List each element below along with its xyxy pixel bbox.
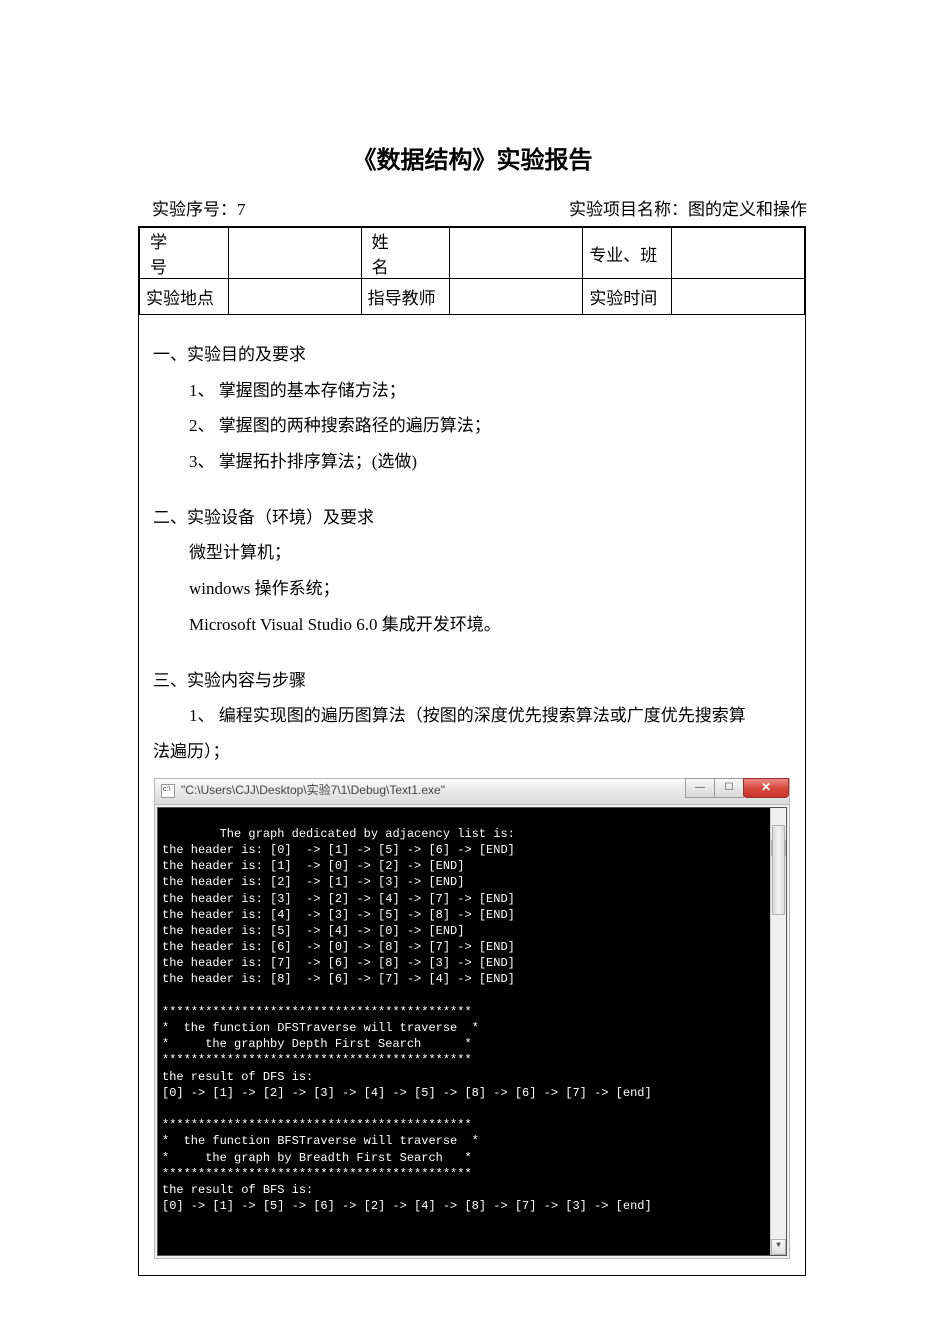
main-container: 学 号 姓 名 专业、班 实验地点 指导教师 实验时间 一、实验目的及要求 1、…: [138, 226, 806, 1276]
cell-student-id-value: [228, 228, 361, 279]
section-3-title: 三、实验内容与步骤: [153, 663, 791, 699]
close-button[interactable]: ✕: [743, 778, 789, 798]
scrollbar[interactable]: ▲ ▼: [770, 808, 786, 1255]
section-1-item: 1、 掌握图的基本存储方法；: [153, 373, 791, 409]
page-title: 《数据结构》实验报告: [0, 0, 945, 195]
cell-time-value: [671, 279, 804, 315]
cell-location-label: 实验地点: [140, 279, 229, 315]
section-3-item: 1、 编程实现图的遍历图算法（按图的深度优先搜索算法或广度优先搜索算: [153, 698, 791, 734]
section-3-item-cont: 法遍历）；: [153, 734, 791, 770]
section-2-title: 二、实验设备（环境）及要求: [153, 500, 791, 536]
window-buttons: — ☐ ✕: [686, 778, 789, 798]
cell-teacher-label: 指导教师: [361, 279, 450, 315]
section-2-line: windows 操作系统；: [153, 571, 791, 607]
exp-name-value: 图的定义和操作: [688, 200, 807, 219]
content-area: 一、实验目的及要求 1、 掌握图的基本存储方法； 2、 掌握图的两种搜索路径的遍…: [139, 315, 805, 1275]
exp-no: 实验序号：7: [152, 195, 246, 220]
console-output: The graph dedicated by adjacency list is…: [157, 807, 787, 1256]
cell-name-value: [450, 228, 583, 279]
cell-time-label: 实验时间: [583, 279, 672, 315]
exp-no-label: 实验序号：: [152, 200, 237, 219]
minimize-button[interactable]: —: [685, 778, 715, 798]
cell-name-label: 姓 名: [361, 228, 450, 279]
cell-teacher-value: [450, 279, 583, 315]
section-2-line: 微型计算机；: [153, 535, 791, 571]
exp-name: 实验项目名称：图的定义和操作: [569, 195, 807, 220]
section-1-item: 2、 掌握图的两种搜索路径的遍历算法；: [153, 408, 791, 444]
section-2-line: Microsoft Visual Studio 6.0 集成开发环境。: [153, 607, 791, 643]
maximize-button[interactable]: ☐: [714, 778, 744, 798]
scroll-thumb[interactable]: [772, 825, 785, 915]
section-1-item: 3、 掌握拓扑排序算法；(选做): [153, 444, 791, 480]
cell-class-value: [671, 228, 804, 279]
exp-no-value: 7: [237, 200, 246, 219]
exp-name-label: 实验项目名称：: [569, 200, 688, 219]
console-text: The graph dedicated by adjacency list is…: [162, 827, 652, 1213]
console-icon: [161, 784, 175, 798]
console-window: "C:\Users\CJJ\Desktop\实验7\1\Debug\Text1.…: [154, 778, 790, 1259]
table-row: 学 号 姓 名 专业、班: [140, 228, 805, 279]
section-1-title: 一、实验目的及要求: [153, 337, 791, 373]
info-table: 学 号 姓 名 专业、班 实验地点 指导教师 实验时间: [139, 227, 805, 315]
experiment-header: 实验序号：7 实验项目名称：图的定义和操作: [0, 195, 945, 226]
table-row: 实验地点 指导教师 实验时间: [140, 279, 805, 315]
cell-class-label: 专业、班: [583, 228, 672, 279]
console-title-text: "C:\Users\CJJ\Desktop\实验7\1\Debug\Text1.…: [181, 778, 445, 803]
console-titlebar[interactable]: "C:\Users\CJJ\Desktop\实验7\1\Debug\Text1.…: [155, 779, 789, 805]
cell-location-value: [228, 279, 361, 315]
scroll-down-button[interactable]: ▼: [771, 1239, 786, 1255]
cell-student-id-label: 学 号: [140, 228, 229, 279]
